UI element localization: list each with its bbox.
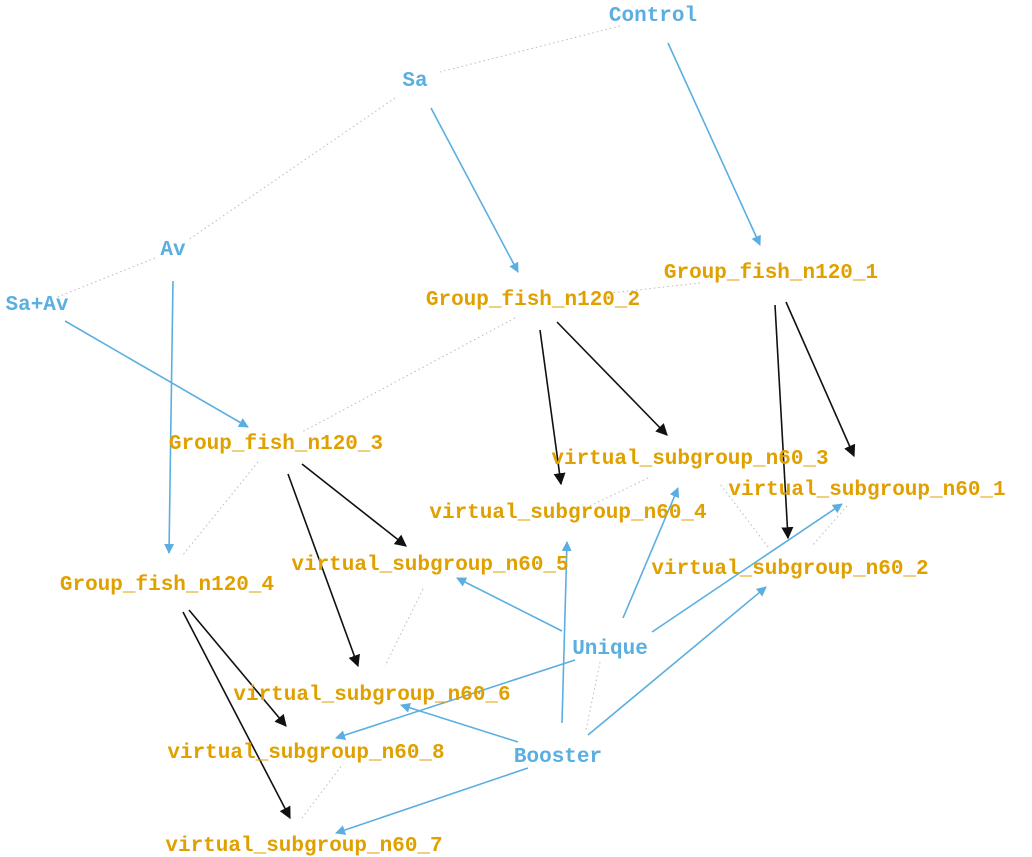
- edge-av-to-g4: [164, 280, 175, 554]
- edge-g2-to-v4: [539, 329, 566, 486]
- node-v5: virtual_subgroup_n60_5: [291, 554, 568, 577]
- edge-unique-to-booster: [585, 661, 601, 731]
- edge-control-to-sa: [439, 25, 621, 73]
- node-sa-av: Sa+Av: [5, 294, 68, 317]
- edge-booster-to-v7: [335, 767, 529, 835]
- edge-booster-to-v6: [400, 702, 519, 743]
- edge-booster-to-v2: [587, 586, 767, 736]
- edge-unique-to-v3: [622, 487, 680, 619]
- edge-g4-to-v7: [182, 611, 291, 820]
- edge-control-to-g1: [667, 42, 761, 246]
- edge-v7-to-v8: [301, 764, 343, 819]
- edge-av-to-sa-av: [54, 257, 156, 299]
- node-g4: Group_fish_n120_4: [60, 574, 274, 597]
- edge-unique-to-v8: [335, 659, 576, 740]
- node-v3: virtual_subgroup_n60_3: [551, 448, 828, 471]
- node-control: Control: [609, 5, 697, 28]
- edge-g1-to-g2: [609, 282, 701, 294]
- edge-g3-to-v5: [301, 463, 407, 547]
- edge-sa-to-av: [187, 97, 396, 241]
- node-v7: virtual_subgroup_n60_7: [165, 835, 442, 857]
- node-v6: virtual_subgroup_n60_6: [233, 684, 510, 707]
- node-unique: Unique: [572, 638, 648, 661]
- edge-unique-to-v5: [456, 577, 563, 632]
- node-g2: Group_fish_n120_2: [426, 289, 640, 312]
- edge-sa-av-to-g3: [64, 320, 249, 428]
- edge-booster-to-v4: [561, 541, 572, 724]
- edge-unique-to-v1: [651, 503, 843, 633]
- edge-g2-to-g3: [301, 317, 516, 433]
- node-v8: virtual_subgroup_n60_8: [167, 742, 444, 765]
- node-v1: virtual_subgroup_n60_1: [728, 479, 1005, 502]
- node-g3: Group_fish_n120_3: [169, 433, 383, 456]
- nodes-layer: Control Sa Av Sa+Av Unique Booster Group_fish_…: [5, 5, 1005, 857]
- node-v2: virtual_subgroup_n60_2: [651, 558, 928, 581]
- node-sa: Sa: [402, 70, 428, 93]
- edge-g4-to-v8: [188, 609, 287, 727]
- edge-v5-to-v6: [384, 588, 424, 667]
- edge-g1-to-v2: [774, 304, 794, 540]
- edge-v3-to-v4: [589, 477, 649, 507]
- node-v4: virtual_subgroup_n60_4: [429, 502, 706, 525]
- edge-g1-to-v1: [785, 301, 856, 458]
- node-av: Av: [160, 239, 186, 262]
- edge-g3-to-v6: [287, 473, 360, 668]
- edges-layer: [54, 25, 856, 835]
- edge-sa-to-g2: [430, 107, 519, 273]
- edge-g3-to-g4: [181, 461, 259, 557]
- edge-g2-to-v3: [556, 321, 668, 436]
- node-g1: Group_fish_n120_1: [664, 262, 878, 285]
- node-booster: Booster: [514, 746, 602, 769]
